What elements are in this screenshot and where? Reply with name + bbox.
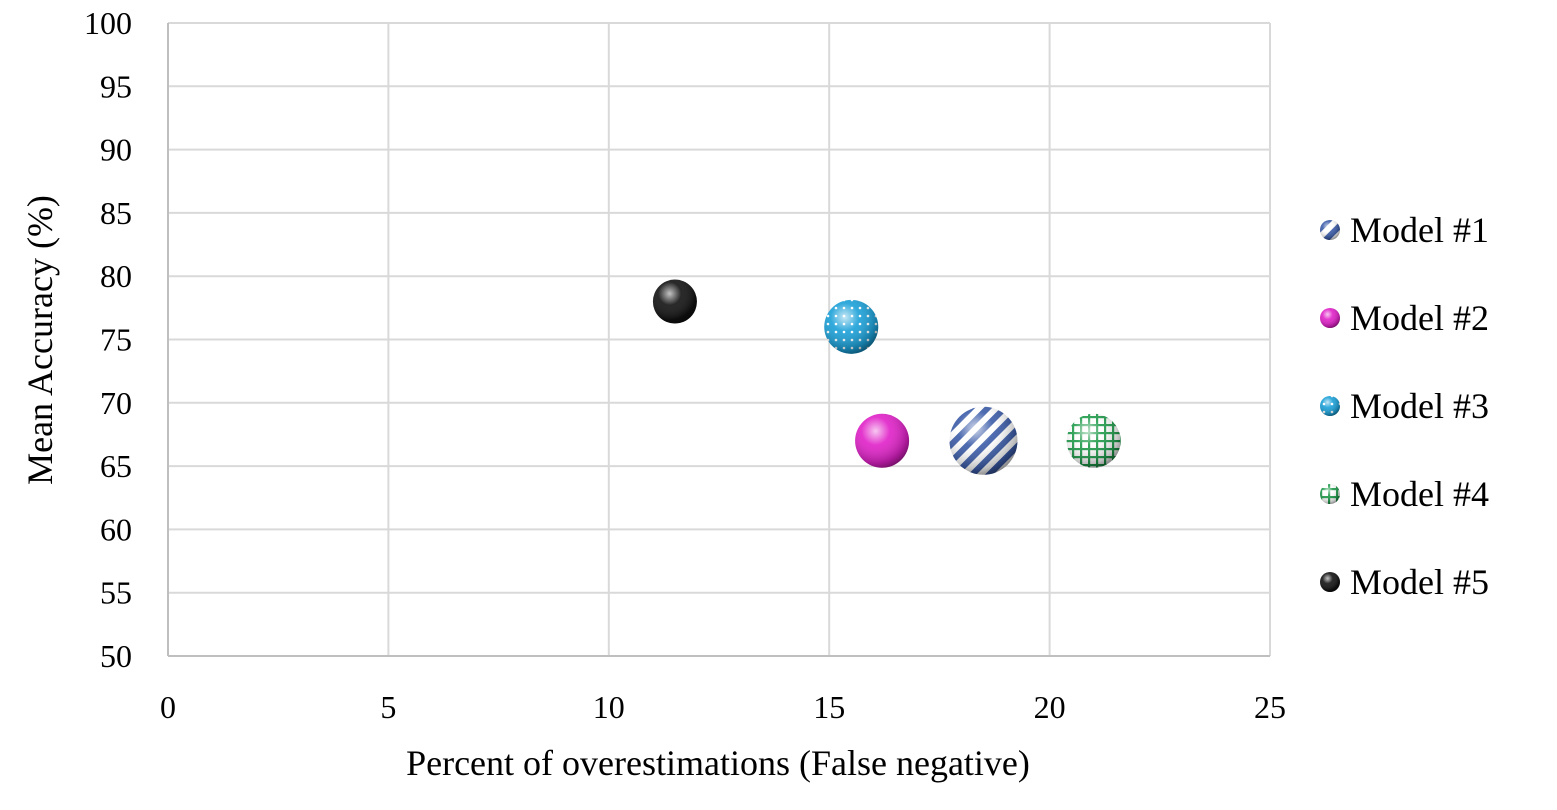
- legend-item-model-1: Model #1: [1320, 210, 1489, 250]
- x-tick-label-15: 15: [813, 689, 845, 725]
- legend-label-model-5: Model #5: [1350, 562, 1489, 602]
- legend-marker-model-5: [1320, 572, 1340, 592]
- legend-item-model-2: Model #2: [1320, 298, 1489, 338]
- y-tick-label-80: 80: [100, 258, 132, 294]
- legend: Model #1 Model #2 Model #3 Model #4 Model #5: [1320, 210, 1489, 602]
- y-tick-label-60: 60: [100, 511, 132, 547]
- y-tick-label-65: 65: [100, 448, 132, 484]
- data-point-model-3: [824, 299, 879, 354]
- x-tick-label-10: 10: [593, 689, 625, 725]
- y-tick-label-90: 90: [100, 132, 132, 168]
- tick-labels: 50 55 60 65 70 75 80 85 90 95 100 0 5 10 15 20 25: [84, 5, 1286, 725]
- legend-label-model-3: Model #3: [1350, 386, 1489, 426]
- legend-marker-model-2: [1320, 308, 1340, 328]
- legend-item-model-4: Model #4: [1320, 474, 1489, 514]
- y-tick-label-75: 75: [100, 322, 132, 358]
- data-point-model-2: [855, 413, 910, 468]
- legend-marker-model-3: [1320, 396, 1340, 416]
- y-tick-label-85: 85: [100, 195, 132, 231]
- x-tick-label-25: 25: [1254, 689, 1286, 725]
- legend-label-model-1: Model #1: [1350, 210, 1489, 250]
- x-tick-label-5: 5: [380, 689, 396, 725]
- y-tick-label-55: 55: [100, 575, 132, 611]
- data-point-model-1: [949, 406, 1018, 475]
- legend-label-model-4: Model #4: [1350, 474, 1489, 514]
- legend-item-model-3: Model #3: [1320, 386, 1489, 426]
- legend-marker-model-4: [1320, 484, 1340, 504]
- data-points: [652, 279, 1121, 475]
- x-axis-title: Percent of overestimations (False negati…: [406, 743, 1030, 783]
- y-tick-label-100: 100: [84, 5, 132, 41]
- legend-marker-model-1: [1320, 220, 1340, 240]
- y-tick-label-70: 70: [100, 385, 132, 421]
- x-tick-label-20: 20: [1034, 689, 1066, 725]
- legend-label-model-2: Model #2: [1350, 298, 1489, 338]
- y-tick-label-50: 50: [100, 638, 132, 674]
- y-tick-label-95: 95: [100, 68, 132, 104]
- gridlines: [168, 22, 1271, 657]
- y-axis-title: Mean Accuracy (%): [20, 195, 60, 485]
- data-point-model-5: [652, 279, 697, 324]
- data-point-model-4: [1066, 413, 1121, 468]
- legend-item-model-5: Model #5: [1320, 562, 1489, 602]
- x-tick-label-0: 0: [160, 689, 176, 725]
- axes: [167, 23, 1270, 657]
